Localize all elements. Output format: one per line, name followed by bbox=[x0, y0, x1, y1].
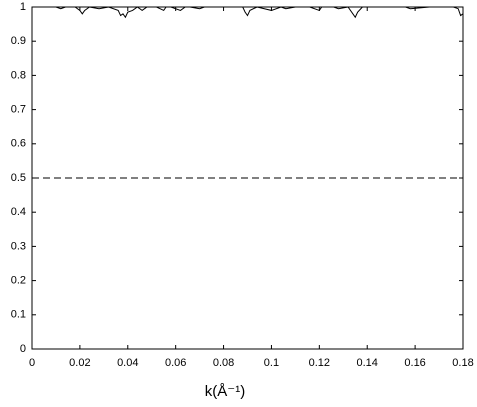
x-tick-label: 0.1 bbox=[264, 357, 279, 369]
x-tick-label: 0.02 bbox=[69, 357, 90, 369]
x-tick-label: 0.04 bbox=[117, 357, 138, 369]
x-axis-label: k(Å⁻¹) bbox=[205, 383, 245, 400]
y-tick-label: 1 bbox=[20, 1, 26, 13]
data-line bbox=[32, 6, 464, 19]
y-tick-label: 0.5 bbox=[11, 172, 26, 184]
x-tick-label: 0 bbox=[29, 357, 35, 369]
y-tick-label: 0.6 bbox=[11, 138, 26, 150]
y-tick-label: 0.2 bbox=[11, 275, 26, 287]
y-tick-label: 0.1 bbox=[11, 309, 26, 321]
x-tick-label: 0.08 bbox=[213, 357, 234, 369]
x-tick-label: 0.14 bbox=[357, 357, 378, 369]
y-tick-label: 0 bbox=[20, 343, 26, 355]
x-tick-label: 0.18 bbox=[452, 357, 473, 369]
y-tick-label: 0.4 bbox=[11, 206, 26, 218]
y-tick-label: 0.9 bbox=[11, 35, 26, 47]
x-tick-label: 0.12 bbox=[309, 357, 330, 369]
x-tick-label: 0.06 bbox=[165, 357, 186, 369]
y-tick-label: 0.8 bbox=[11, 69, 26, 81]
y-tick-label: 0.7 bbox=[11, 104, 26, 116]
y-tick-label: 0.3 bbox=[11, 240, 26, 252]
x-tick-label: 0.16 bbox=[404, 357, 425, 369]
